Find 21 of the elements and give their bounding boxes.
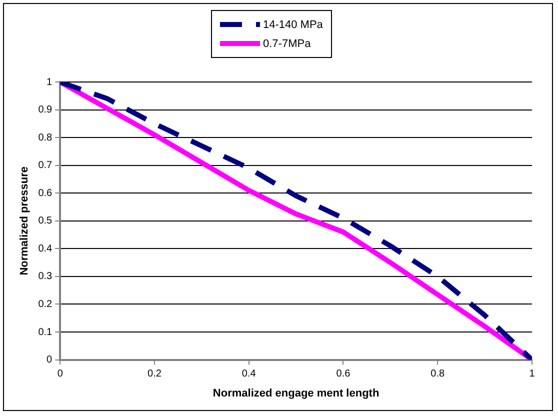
y-tick-label: 0.3 xyxy=(38,271,53,282)
y-tick-label: 0.5 xyxy=(38,216,53,227)
x-tick-label: 0.8 xyxy=(430,368,446,380)
y-tick-label: 0.8 xyxy=(38,132,53,144)
legend-label: 14-140 MPa xyxy=(263,18,323,30)
y-tick-label: 0.2 xyxy=(38,298,53,310)
x-axis-title: Normalized engage ment length xyxy=(212,387,380,400)
x-tick-label: 0 xyxy=(57,368,64,380)
y-tick-label: 0.6 xyxy=(38,188,53,199)
y-tick-label: 0.1 xyxy=(38,326,53,338)
y-tick-label: 0 xyxy=(46,354,53,366)
y-axis-title: Normalized pressure xyxy=(18,166,31,276)
x-tick-label: 1 xyxy=(529,368,536,380)
y-tick-label: 0.7 xyxy=(38,160,53,172)
x-tick-label: 0.6 xyxy=(336,368,351,380)
x-tick-label: 0.2 xyxy=(148,368,162,380)
x-tick-label: 0.4 xyxy=(242,368,256,380)
y-tick-label: 0.9 xyxy=(38,104,53,116)
legend-label: 0.7-7MPa xyxy=(263,38,311,50)
y-tick-label: 1 xyxy=(46,76,53,88)
y-tick-label: 0.4 xyxy=(38,243,53,254)
